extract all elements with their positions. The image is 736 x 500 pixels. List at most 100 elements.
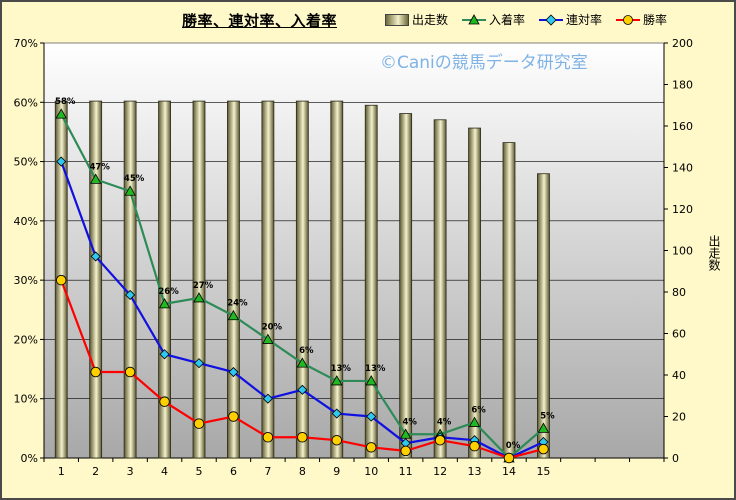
bar	[502, 142, 516, 459]
bar	[468, 127, 481, 459]
x-tick-label: 14	[502, 465, 516, 478]
right-axis-title: 出走数	[707, 235, 721, 271]
data-point-triangle	[55, 108, 67, 119]
data-point-circle	[434, 434, 446, 446]
legend-label-place: 入着率	[489, 13, 526, 27]
data-point-triangle	[331, 375, 343, 386]
x-tick-label: 2	[92, 465, 99, 478]
data-point-circle	[55, 274, 67, 286]
x-tick-label: 9	[333, 465, 340, 478]
data-point-diamond	[193, 358, 205, 369]
bar	[123, 100, 137, 459]
legend-item-place: 入着率	[462, 11, 525, 28]
data-point-diamond	[159, 349, 170, 360]
data-point-triangle	[537, 422, 550, 433]
data-point-circle	[228, 411, 239, 422]
right-tick-label: 100	[672, 245, 693, 258]
data-point-diamond	[297, 384, 308, 395]
data-label: 24%	[227, 299, 248, 309]
x-tick-label: 6	[230, 465, 237, 478]
x-tick-label: 11	[399, 465, 413, 478]
data-point-diamond	[90, 251, 101, 262]
right-tick-label: 60	[672, 328, 686, 341]
data-point-circle	[90, 366, 101, 378]
right-tick-label: 200	[672, 37, 693, 50]
x-tick-label: 1	[58, 465, 65, 478]
legend-bar-swatch	[385, 13, 409, 26]
x-tick-label: 8	[299, 465, 306, 478]
x-tick-label: 3	[127, 465, 134, 478]
data-label: 6%	[299, 346, 314, 356]
data-label: 58%	[55, 97, 76, 107]
data-point-circle	[159, 396, 170, 407]
data-label: 6%	[471, 405, 486, 415]
right-tick-label: 0	[672, 452, 679, 465]
x-tick-label: 12	[433, 465, 447, 478]
left-tick-label: 20%	[14, 333, 38, 346]
data-point-triangle	[124, 185, 136, 196]
data-point-circle	[331, 434, 343, 446]
left-tick-label: 0%	[21, 452, 38, 465]
data-point-diamond	[228, 366, 239, 378]
right-tick-label: 120	[672, 203, 693, 216]
data-point-triangle	[296, 357, 309, 368]
bar	[399, 113, 413, 459]
bar	[537, 173, 550, 459]
data-point-triangle	[365, 375, 377, 386]
legend-label-win: 勝率	[643, 13, 668, 27]
data-point-triangle	[468, 416, 481, 427]
data-point-diamond	[56, 156, 67, 167]
bar	[433, 119, 447, 459]
bar	[261, 100, 275, 459]
data-point-triangle	[262, 333, 274, 344]
right-tick-label: 40	[672, 369, 686, 382]
bar	[295, 100, 309, 459]
right-tick-label: 160	[672, 120, 693, 133]
left-tick-label: 60%	[14, 96, 38, 109]
data-label: 20%	[262, 322, 283, 332]
data-label: 4%	[402, 417, 417, 427]
x-tick-label: 10	[364, 465, 378, 478]
data-label: 47%	[89, 162, 110, 172]
right-tick-label: 80	[672, 286, 686, 299]
plot-area	[43, 42, 665, 459]
legend-item-win: 勝率	[616, 11, 667, 28]
data-label: 26%	[158, 287, 179, 297]
data-label: 4%	[437, 417, 452, 427]
right-tick-label: 20	[672, 411, 686, 424]
left-tick-label: 50%	[14, 156, 38, 169]
right-tick-label: 180	[672, 79, 693, 92]
data-label: 27%	[193, 281, 214, 291]
data-point-diamond	[262, 393, 273, 404]
legend: 出走数 入着率 連対率 勝率	[385, 11, 667, 28]
legend-label-top2: 連対率	[566, 13, 603, 27]
x-tick-label: 5	[196, 465, 203, 478]
x-tick-label: 13	[468, 465, 482, 478]
legend-label-bar: 出走数	[412, 13, 449, 27]
left-tick-label: 30%	[14, 274, 38, 287]
bar	[192, 100, 206, 459]
bar	[364, 104, 378, 459]
data-point-circle	[124, 366, 136, 378]
watermark: ©Caniの競馬データ研究室	[380, 53, 588, 73]
data-label: 5%	[540, 411, 555, 421]
data-point-circle	[262, 432, 274, 443]
legend-item-top2: 連対率	[539, 11, 602, 28]
data-label: 0%	[506, 441, 521, 451]
legend-item-bar: 出走数	[385, 11, 448, 28]
data-point-diamond	[125, 289, 136, 301]
data-point-circle	[193, 418, 205, 429]
bar	[158, 100, 171, 459]
data-point-triangle	[227, 309, 240, 321]
data-point-circle	[297, 432, 308, 443]
data-point-diamond	[331, 408, 342, 419]
data-label: 45%	[124, 174, 145, 184]
legend-circle-icon	[616, 14, 641, 25]
data-point-triangle	[193, 292, 205, 303]
left-tick-label: 70%	[14, 37, 38, 50]
bar	[89, 100, 103, 459]
left-tick-label: 40%	[14, 215, 38, 228]
data-point-circle	[365, 442, 377, 453]
bar	[227, 100, 240, 459]
